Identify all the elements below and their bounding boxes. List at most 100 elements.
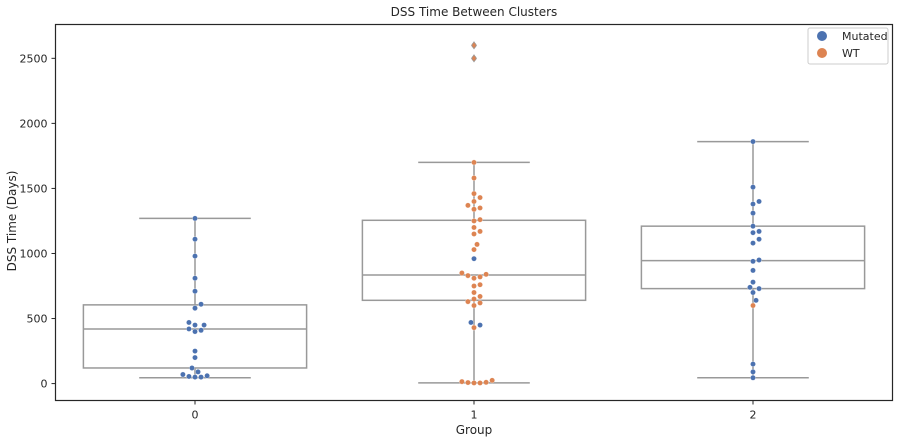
swarm-point-mutated bbox=[195, 369, 201, 375]
swarm-point-wt bbox=[477, 194, 483, 201]
swarm-point-wt bbox=[459, 270, 465, 276]
swarm-point-wt bbox=[750, 302, 756, 309]
swarm-point-wt bbox=[477, 228, 483, 235]
swarm-point-wt bbox=[477, 380, 483, 386]
swarm-point-mutated bbox=[468, 319, 474, 326]
swarm-point-mutated bbox=[756, 257, 762, 263]
swarm-point-mutated bbox=[198, 301, 204, 307]
swarm-point-wt bbox=[471, 283, 477, 289]
swarm-point-mutated bbox=[750, 240, 756, 246]
swarm-point-mutated bbox=[192, 328, 198, 335]
swarm-point-mutated bbox=[186, 373, 192, 380]
swarm-point-mutated bbox=[750, 289, 756, 296]
swarm-point-wt bbox=[477, 274, 483, 280]
swarm-point-mutated bbox=[204, 373, 210, 379]
swarm-point-wt bbox=[483, 379, 489, 386]
swarm-point-mutated bbox=[192, 354, 198, 361]
legend-box bbox=[807, 27, 889, 65]
swarm-point-mutated bbox=[186, 326, 192, 332]
x-tick-label: 2 bbox=[750, 409, 757, 422]
swarm-point-wt bbox=[465, 298, 471, 305]
swarm-point-mutated bbox=[192, 322, 198, 328]
x-tick-label: 0 bbox=[192, 409, 199, 422]
swarm-point-mutated bbox=[747, 284, 753, 291]
swarm-point-mutated bbox=[750, 374, 756, 381]
swarm-point-wt bbox=[477, 293, 483, 300]
swarm-point-mutated bbox=[750, 258, 756, 265]
swarm-point-wt bbox=[465, 379, 471, 386]
legend-marker-wt bbox=[817, 48, 827, 58]
swarm-point-mutated bbox=[750, 279, 756, 285]
swarm-point-wt bbox=[471, 159, 477, 166]
swarm-point-mutated bbox=[750, 138, 756, 145]
swarm-point-mutated bbox=[189, 365, 195, 371]
swarm-point-mutated bbox=[192, 305, 198, 311]
swarm-point-mutated bbox=[198, 374, 204, 380]
swarm-point-wt bbox=[465, 202, 471, 209]
legend: Mutated WT bbox=[807, 27, 889, 65]
legend-label-mutated: Mutated bbox=[842, 30, 888, 43]
swarm-point-wt bbox=[471, 190, 477, 197]
swarm-point-wt bbox=[471, 198, 477, 205]
swarm-point-wt bbox=[483, 271, 489, 278]
swarm-point-wt bbox=[477, 216, 483, 223]
swarm-point-wt bbox=[465, 272, 471, 279]
plot-frame bbox=[54, 23, 894, 402]
swarm-point-wt bbox=[477, 281, 483, 288]
swarm-point-mutated bbox=[756, 198, 762, 205]
swarm-point-wt bbox=[471, 296, 477, 302]
swarm-point-wt bbox=[471, 275, 477, 281]
swarm-point-wt bbox=[471, 175, 477, 181]
y-tick-label: 500 bbox=[27, 313, 48, 326]
swarm-point-mutated bbox=[186, 319, 192, 326]
swarm-point-mutated bbox=[192, 215, 198, 222]
swarm-point-mutated bbox=[471, 255, 477, 262]
swarm-point-mutated bbox=[192, 253, 198, 259]
swarm-point-wt bbox=[459, 378, 465, 385]
swarm-point-wt bbox=[471, 224, 477, 231]
swarm-point-mutated bbox=[750, 229, 756, 236]
swarm-point-mutated bbox=[192, 236, 198, 242]
swarm-point-mutated bbox=[750, 267, 756, 274]
swarm-point-mutated bbox=[750, 201, 756, 207]
swarm-point-wt bbox=[471, 302, 477, 309]
swarm-point-wt bbox=[471, 206, 477, 212]
swarm-point-wt bbox=[471, 218, 477, 224]
swarm-point-wt bbox=[477, 300, 483, 306]
plot-area: 0 500 1000 1500 2000 2500 0 1 2 bbox=[20, 41, 866, 422]
legend-label-wt: WT bbox=[842, 47, 860, 60]
swarm-point-mutated bbox=[756, 228, 762, 235]
y-tick-label: 1500 bbox=[20, 182, 48, 195]
box-iqr bbox=[640, 225, 866, 290]
y-tick-label: 1000 bbox=[20, 247, 48, 260]
y-tick-label: 2000 bbox=[20, 117, 48, 130]
swarm-point-wt bbox=[471, 289, 477, 296]
swarm-point-mutated bbox=[756, 236, 762, 242]
swarm-point-mutated bbox=[750, 210, 756, 216]
swarm-point-wt bbox=[471, 380, 477, 386]
swarm-point-wt bbox=[489, 377, 495, 384]
swarm-point-mutated bbox=[477, 322, 483, 328]
swarm-point-wt bbox=[471, 324, 477, 331]
swarm-point-mutated bbox=[192, 348, 198, 354]
y-tick-label: 0 bbox=[41, 378, 48, 391]
outlier-marker bbox=[471, 41, 477, 50]
swarm-point-mutated bbox=[192, 374, 198, 380]
swarm-point-mutated bbox=[750, 369, 756, 375]
swarm-point-wt bbox=[471, 246, 477, 253]
swarm-point-mutated bbox=[192, 288, 198, 294]
swarm-point-wt bbox=[471, 231, 477, 237]
swarm-point-mutated bbox=[756, 285, 762, 292]
chart-title: DSS Time Between Clusters bbox=[391, 5, 558, 19]
swarm-point-wt bbox=[477, 205, 483, 211]
swarm-point-mutated bbox=[750, 361, 756, 367]
legend-marker-mutated bbox=[817, 31, 827, 41]
x-tick-label: 1 bbox=[471, 409, 478, 422]
swarm-point-mutated bbox=[201, 322, 207, 328]
swarm-point-mutated bbox=[750, 184, 756, 190]
outlier-marker bbox=[471, 54, 477, 63]
swarm-point-mutated bbox=[192, 275, 198, 281]
swarm-point-mutated bbox=[753, 297, 759, 304]
swarm-point-mutated bbox=[750, 223, 756, 229]
